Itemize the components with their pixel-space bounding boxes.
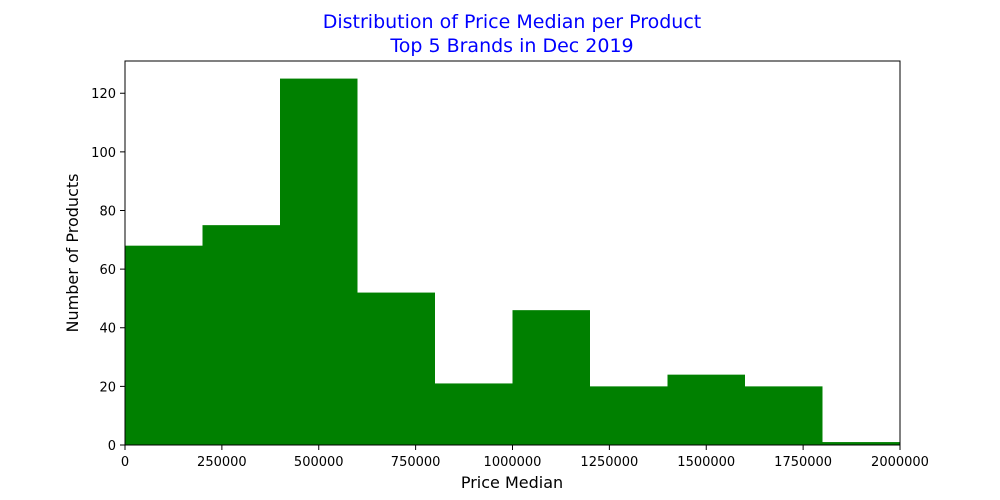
histogram-bar-1 <box>202 225 280 445</box>
histogram-bar-2 <box>280 78 358 446</box>
histogram-bar-4 <box>435 383 513 445</box>
y-tick-label-4: 80 <box>99 204 116 219</box>
histogram-bar-6 <box>590 386 668 445</box>
histogram-bar-0 <box>125 245 203 445</box>
x-tick-label-7: 1750000 <box>774 455 832 470</box>
histogram-bar-7 <box>667 374 745 445</box>
y-tick-label-5: 100 <box>91 146 116 161</box>
x-tick-label-0: 0 <box>121 455 129 470</box>
histogram-bar-9 <box>822 442 900 445</box>
bars-group <box>125 78 900 446</box>
y-tick-label-3: 60 <box>99 263 116 278</box>
histogram-bar-5 <box>512 310 590 445</box>
x-axis-label: Price Median <box>461 473 563 492</box>
histogram-bar-8 <box>745 386 823 445</box>
y-tick-label-0: 0 <box>108 439 116 454</box>
x-tick-label-8: 2000000 <box>871 455 929 470</box>
chart-title: Distribution of Price Median per Product <box>323 11 702 33</box>
y-axis-ticks: 0 20 40 60 80 100 120 <box>91 87 125 454</box>
x-tick-label-1: 250000 <box>197 455 247 470</box>
y-tick-label-1: 20 <box>99 380 116 395</box>
chart-subtitle: Top 5 Brands in Dec 2019 <box>389 35 633 57</box>
x-tick-label-5: 1250000 <box>580 455 638 470</box>
x-tick-label-4: 1000000 <box>484 455 542 470</box>
y-tick-label-2: 40 <box>99 322 116 337</box>
x-tick-label-3: 750000 <box>391 455 441 470</box>
x-axis-ticks: 0 250000 500000 750000 1000000 1250000 1500000… <box>121 445 929 470</box>
x-tick-label-6: 1500000 <box>677 455 735 470</box>
y-axis-label: Number of Products <box>63 174 82 333</box>
histogram-bar-3 <box>357 292 435 445</box>
y-tick-label-6: 120 <box>91 87 116 102</box>
x-tick-label-2: 500000 <box>294 455 344 470</box>
